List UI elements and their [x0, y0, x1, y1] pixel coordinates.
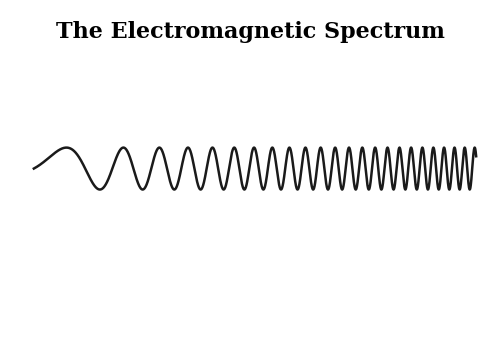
- Text: The Electromagnetic Spectrum: The Electromagnetic Spectrum: [56, 21, 444, 43]
